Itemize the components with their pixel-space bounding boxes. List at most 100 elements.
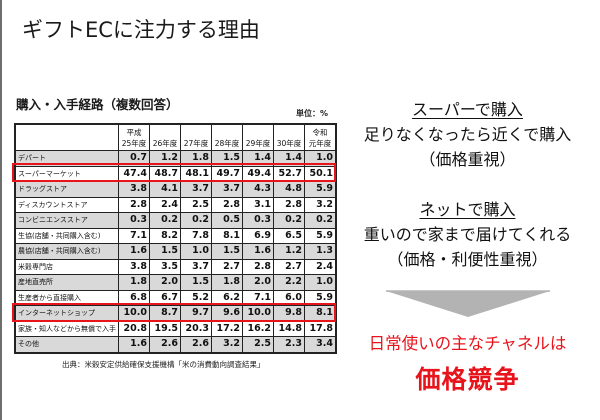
row-label: 家族・知人などから無償で入手 xyxy=(14,320,119,337)
table-row: ディスカウントストア 2.8 2.4 2.5 2.8 3.1 2.8 3.2 xyxy=(14,196,337,213)
table-row: デパート 0.7 1.2 1.8 1.5 1.4 1.4 1.0 xyxy=(14,150,337,167)
cell-value: 16.2 xyxy=(242,320,274,337)
header-blank xyxy=(14,123,119,151)
cell-value: 0.2 xyxy=(273,212,305,229)
cell-value: 1.5 xyxy=(180,274,212,291)
cell-value: 50.1 xyxy=(304,165,337,182)
down-arrow-icon xyxy=(386,291,550,317)
supermarket-reason: 足りなくなったら近くで購入 xyxy=(363,125,572,144)
conclusion-line1: 日常使いの主なチャネルは xyxy=(368,334,567,353)
supermarket-note: （価格重視） xyxy=(419,150,516,169)
cell-value: 1.0 xyxy=(180,243,212,260)
cell-value: 1.2 xyxy=(149,150,181,167)
cell-value: 48.1 xyxy=(180,165,212,182)
cell-value: 5.2 xyxy=(180,289,212,306)
cell-value: 1.0 xyxy=(304,150,337,167)
cell-value: 14.8 xyxy=(273,320,305,337)
table-header-row: 平成 25年度 26年度 27年度 28年度 29年度 30年度 令和 元年度 xyxy=(14,123,337,151)
cell-value: 17.8 xyxy=(304,320,337,337)
cell-value: 6.0 xyxy=(273,289,305,306)
cell-value: 2.0 xyxy=(149,274,181,291)
cell-value: 10.0 xyxy=(118,305,150,322)
cell-value: 1.5 xyxy=(211,150,243,167)
cell-value: 0.7 xyxy=(118,150,150,167)
table-row: 家族・知人などから無償で入手 20.8 19.5 20.3 17.2 16.2 14.8 17… xyxy=(14,320,337,337)
conclusion: 日常使いの主なチャネルは 価格競争 xyxy=(345,330,590,396)
cell-value: 3.8 xyxy=(118,258,150,275)
cell-value: 2.0 xyxy=(242,274,274,291)
cell-value: 7.1 xyxy=(242,289,274,306)
row-label: コンビニエンスストア xyxy=(14,212,119,229)
cell-value: 6.8 xyxy=(118,289,150,306)
cell-value: 49.4 xyxy=(242,165,274,182)
cell-value: 3.1 xyxy=(242,196,274,213)
cell-value: 8.1 xyxy=(211,227,243,244)
source-citation: 出典：米穀安定供給確保支援機構「米の消費動向調査結果」 xyxy=(62,360,265,369)
cell-value: 48.7 xyxy=(149,165,181,182)
row-label: 産地直売所 xyxy=(14,274,119,291)
header-col-6-line2: 元年度 xyxy=(308,138,332,148)
cell-value: 9.8 xyxy=(273,305,305,322)
header-col-0-line1: 平成 xyxy=(126,128,142,137)
cell-value: 5.9 xyxy=(304,289,337,306)
header-col-0: 平成 25年度 xyxy=(118,123,150,151)
row-label: 生産者から直接購入 xyxy=(14,289,119,306)
cell-value: 20.3 xyxy=(180,320,212,337)
unit-label: 単位：% xyxy=(296,109,329,118)
cell-value: 1.6 xyxy=(118,336,150,353)
cell-value: 0.5 xyxy=(211,212,243,229)
cell-value: 1.2 xyxy=(273,243,305,260)
cell-value: 2.8 xyxy=(273,196,305,213)
cell-value: 20.8 xyxy=(118,320,150,337)
cell-value: 1.0 xyxy=(304,274,337,291)
net-heading: ネットで購入 xyxy=(419,200,516,219)
cell-value: 9.6 xyxy=(211,305,243,322)
purchase-channel-table: 平成 25年度 26年度 27年度 28年度 29年度 30年度 令和 元年度 デパ… xyxy=(14,123,337,354)
header-col-0-line2: 25年度 xyxy=(121,138,147,148)
cell-value: 2.4 xyxy=(304,258,337,275)
table-row: 米穀専門店 3.8 3.5 3.7 2.7 2.8 2.7 2.4 xyxy=(14,258,337,275)
supermarket-explanation: スーパーで購入 足りなくなったら近くで購入 （価格重視） xyxy=(345,96,590,170)
cell-value: 2.7 xyxy=(211,258,243,275)
cell-value: 2.2 xyxy=(273,274,305,291)
table-row: 生産者から直接購入 6.8 6.7 5.2 6.2 7.1 6.0 5.9 xyxy=(14,289,337,306)
net-note: （価格・利便性重視） xyxy=(387,250,548,269)
header-col-4: 29年度 xyxy=(242,123,274,151)
cell-value: 1.6 xyxy=(118,243,150,260)
cell-value: 1.5 xyxy=(211,243,243,260)
row-label: 農協(店舗・共同購入含む) xyxy=(14,243,119,260)
cell-value: 4.3 xyxy=(242,181,274,198)
conclusion-line2: 価格競争 xyxy=(415,365,520,394)
table-row: その他 1.6 2.6 2.6 3.2 2.5 2.3 3.4 xyxy=(14,336,337,353)
row-label: インターネットショップ xyxy=(14,305,119,322)
cell-value: 0.3 xyxy=(242,212,274,229)
cell-value: 0.3 xyxy=(118,212,150,229)
cell-value: 3.4 xyxy=(304,336,337,353)
cell-value: 2.5 xyxy=(242,336,274,353)
cell-value: 1.8 xyxy=(180,150,212,167)
cell-value: 3.5 xyxy=(149,258,181,275)
header-col-1: 26年度 xyxy=(149,123,181,151)
cell-value: 5.9 xyxy=(304,227,337,244)
table-row: 生協(店舗・共同購入含む) 7.1 8.2 7.8 8.1 6.9 6.5 5.9 xyxy=(14,227,337,244)
cell-value: 1.6 xyxy=(242,243,274,260)
header-col-2: 27年度 xyxy=(180,123,212,151)
table-row: スーパーマーケット 47.4 48.7 48.1 49.7 49.4 52.7 50.1 xyxy=(14,165,337,182)
cell-value: 1.8 xyxy=(211,274,243,291)
cell-value: 3.7 xyxy=(180,258,212,275)
slide-left-border xyxy=(0,0,2,420)
cell-value: 9.7 xyxy=(180,305,212,322)
table-row: ドラッグストア 3.8 4.1 3.7 3.7 4.3 4.8 5.9 xyxy=(14,181,337,198)
cell-value: 4.1 xyxy=(149,181,181,198)
cell-value: 2.8 xyxy=(118,196,150,213)
cell-value: 19.5 xyxy=(149,320,181,337)
header-col-3: 28年度 xyxy=(211,123,243,151)
cell-value: 8.2 xyxy=(149,227,181,244)
cell-value: 6.5 xyxy=(273,227,305,244)
cell-value: 3.2 xyxy=(211,336,243,353)
cell-value: 2.4 xyxy=(149,196,181,213)
cell-value: 6.7 xyxy=(149,289,181,306)
supermarket-heading: スーパーで購入 xyxy=(412,100,523,119)
cell-value: 6.9 xyxy=(242,227,274,244)
cell-value: 3.2 xyxy=(304,196,337,213)
